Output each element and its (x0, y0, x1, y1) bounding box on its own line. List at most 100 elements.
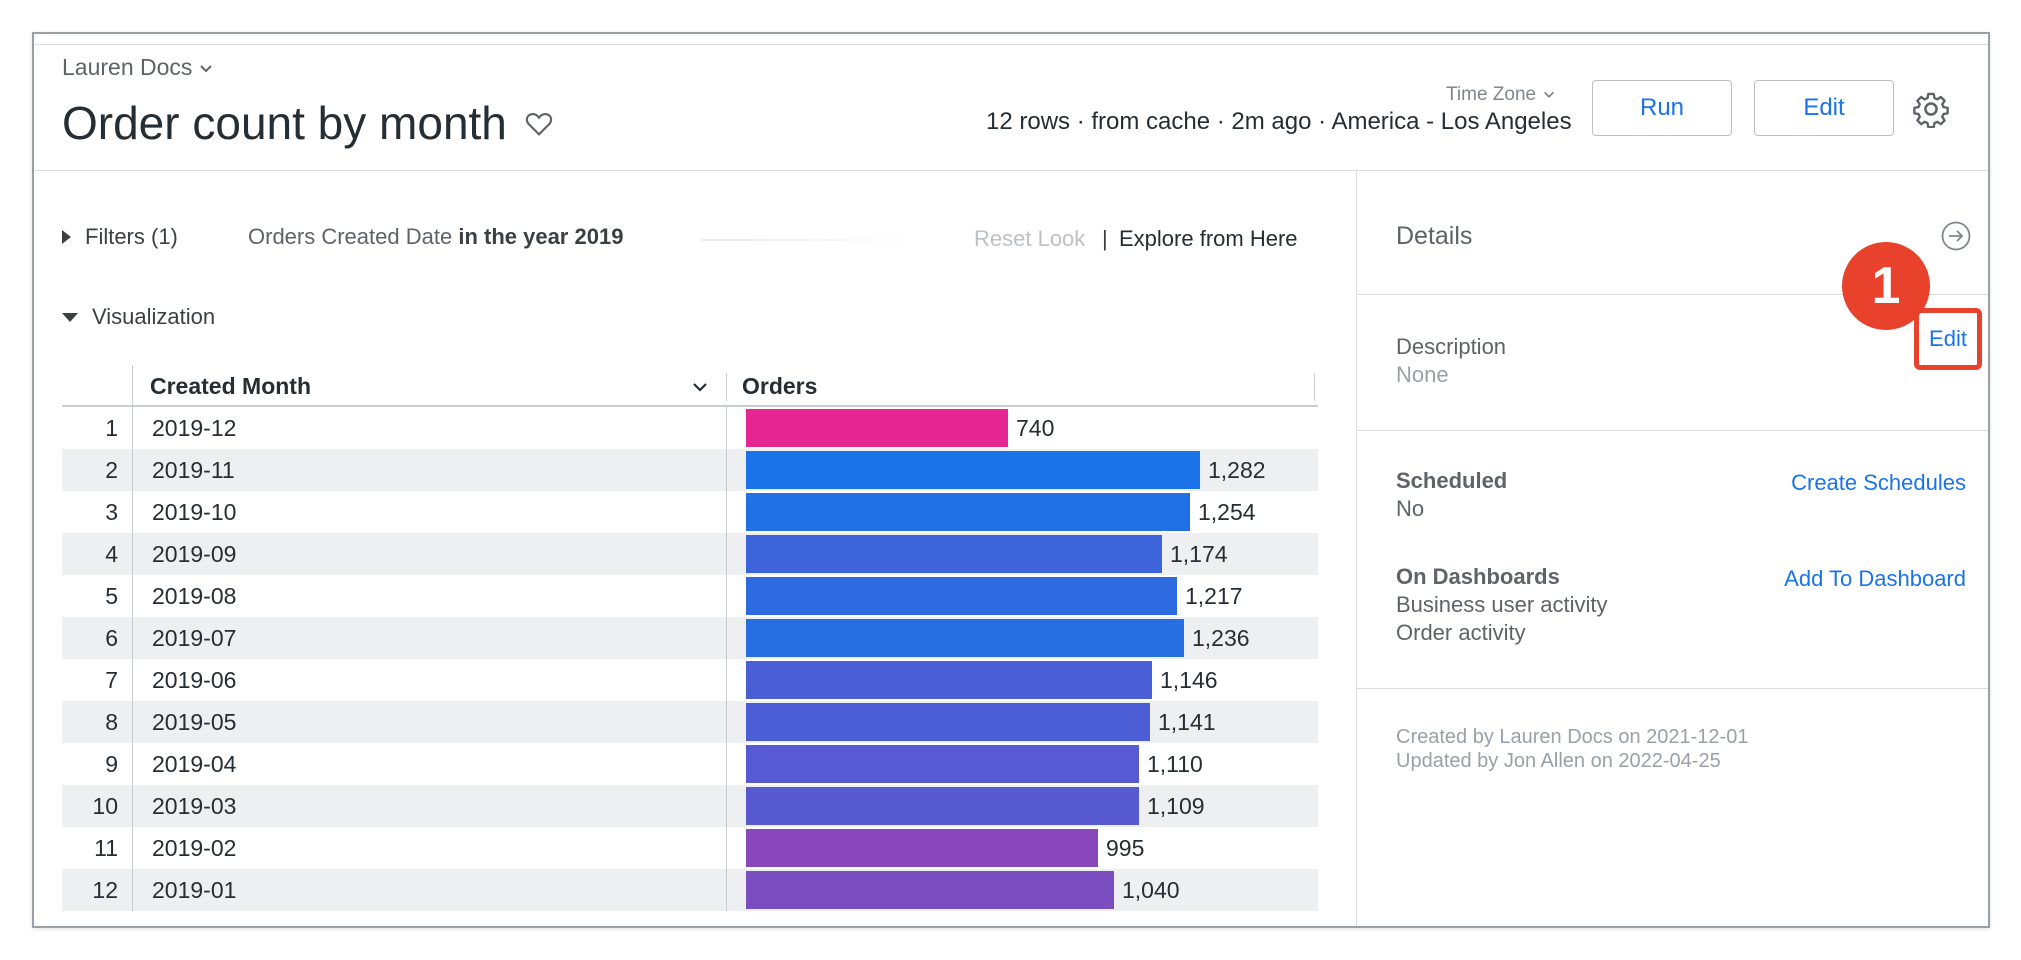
visualization-toggle[interactable]: Visualization (62, 304, 215, 330)
details-divider (1357, 294, 1988, 295)
filter-field: Orders Created Date (248, 224, 453, 249)
reset-look-link[interactable]: Reset Look (974, 226, 1086, 251)
row-index: 7 (105, 667, 118, 693)
row-index: 3 (105, 499, 118, 525)
time-zone-selector[interactable]: Time Zone (1446, 84, 1556, 106)
column-divider (726, 575, 727, 617)
column-header-orders[interactable]: Orders (742, 373, 818, 399)
time-zone-label: Time Zone (1446, 84, 1537, 105)
gear-icon[interactable] (1912, 90, 1950, 128)
orders-value: 1,110 (1147, 751, 1203, 777)
index-column-divider (132, 743, 133, 785)
cell-created-month: 2019-09 (152, 541, 237, 567)
column-divider (726, 373, 727, 401)
cell-created-month: 2019-03 (152, 793, 237, 819)
column-divider (726, 869, 727, 911)
index-column-divider (132, 701, 133, 743)
explore-from-here-link[interactable]: Explore from Here (1119, 226, 1298, 251)
heart-icon[interactable] (523, 107, 555, 139)
link-separator: | (1102, 226, 1108, 251)
chevron-down-icon (1544, 91, 1555, 98)
table-row: 9 2019-04 1,110 (62, 743, 1318, 785)
cell-created-month: 2019-05 (152, 709, 237, 735)
header-divider (34, 170, 1988, 171)
column-divider (726, 659, 727, 701)
column-divider (726, 617, 727, 659)
top-divider (34, 44, 1988, 45)
cell-created-month: 2019-06 (152, 667, 237, 693)
cell-created-month: 2019-04 (152, 751, 237, 777)
index-column-divider (132, 617, 133, 659)
column-divider (726, 701, 727, 743)
orders-bar (746, 409, 1008, 447)
description-edit-link[interactable]: Edit (1914, 308, 1982, 370)
orders-bar (746, 871, 1114, 909)
table-row: 2 2019-11 1,282 (62, 449, 1318, 491)
table-header: Created Month Orders (62, 365, 1318, 407)
column-divider (726, 785, 727, 827)
orders-bar (746, 451, 1200, 489)
run-button[interactable]: Run (1592, 80, 1732, 136)
column-divider (1314, 373, 1315, 401)
scheduled-label: Scheduled (1396, 468, 1508, 493)
filter-summary: Orders Created Date in the year 2019 (248, 224, 623, 250)
row-index: 2 (105, 457, 118, 483)
table-row: 10 2019-03 1,109 (62, 785, 1318, 827)
row-index: 12 (92, 877, 118, 903)
scheduled-value: No (1396, 496, 1425, 521)
visualization-label: Visualization (92, 304, 216, 329)
create-schedules-link[interactable]: Create Schedules (1791, 470, 1966, 495)
orders-bar (746, 787, 1139, 825)
column-divider (726, 491, 727, 533)
page-title-text: Order count by month (62, 97, 507, 149)
orders-bar (746, 703, 1150, 741)
table-row: 4 2019-09 1,174 (62, 533, 1318, 575)
column-divider (726, 533, 727, 575)
index-column-divider (132, 449, 133, 491)
filters-toggle[interactable]: Filters (1) (62, 224, 178, 250)
description-value: None (1396, 362, 1449, 387)
orders-bar (746, 577, 1177, 615)
triangle-down-icon (62, 312, 78, 322)
cell-created-month: 2019-10 (152, 499, 237, 525)
dashboard-item[interactable]: Business user activity (1396, 592, 1608, 617)
index-column-divider (132, 827, 133, 869)
chevron-down-icon[interactable] (690, 377, 710, 397)
orders-value: 1,109 (1147, 793, 1205, 819)
orders-bar (746, 619, 1184, 657)
orders-bar (746, 535, 1162, 573)
table-row: 11 2019-02 995 (62, 827, 1318, 869)
details-divider (1357, 688, 1988, 689)
chevron-down-icon (200, 64, 213, 72)
orders-value: 1,236 (1192, 625, 1250, 651)
filter-divider (702, 239, 932, 241)
table-row: 12 2019-01 1,040 (62, 869, 1318, 911)
cell-created-month: 2019-02 (152, 835, 237, 861)
row-index: 4 (105, 541, 118, 567)
filters-label: Filters (1) (85, 224, 178, 249)
details-divider (1357, 430, 1988, 431)
orders-value: 1,254 (1198, 499, 1256, 525)
column-divider (726, 743, 727, 785)
orders-value: 1,040 (1122, 877, 1180, 903)
index-column-divider (132, 659, 133, 701)
edit-button[interactable]: Edit (1754, 80, 1894, 136)
add-to-dashboard-link[interactable]: Add To Dashboard (1784, 566, 1966, 591)
breadcrumb[interactable]: Lauren Docs (62, 54, 214, 81)
page-title: Order count by month (62, 96, 555, 150)
column-header-created-month[interactable]: Created Month (150, 373, 311, 399)
column-divider (726, 827, 727, 869)
dashboard-item[interactable]: Order activity (1396, 620, 1526, 645)
table-row: 1 2019-12 740 (62, 407, 1318, 449)
index-column-divider (132, 491, 133, 533)
arrow-right-circle-icon[interactable] (1940, 220, 1972, 252)
orders-bar (746, 661, 1152, 699)
table-body: 1 2019-12 740 2 2019-11 1,282 3 2019-10 1,254 4 20… (62, 407, 1318, 911)
cell-created-month: 2019-07 (152, 625, 237, 651)
description-label: Description (1396, 334, 1507, 359)
index-column-divider (132, 407, 133, 449)
created-by-text: Created by Lauren Docs on 2021-12-01 (1396, 726, 1749, 748)
cell-created-month: 2019-08 (152, 583, 237, 609)
index-column-divider (132, 533, 133, 575)
orders-value: 1,174 (1170, 541, 1228, 567)
